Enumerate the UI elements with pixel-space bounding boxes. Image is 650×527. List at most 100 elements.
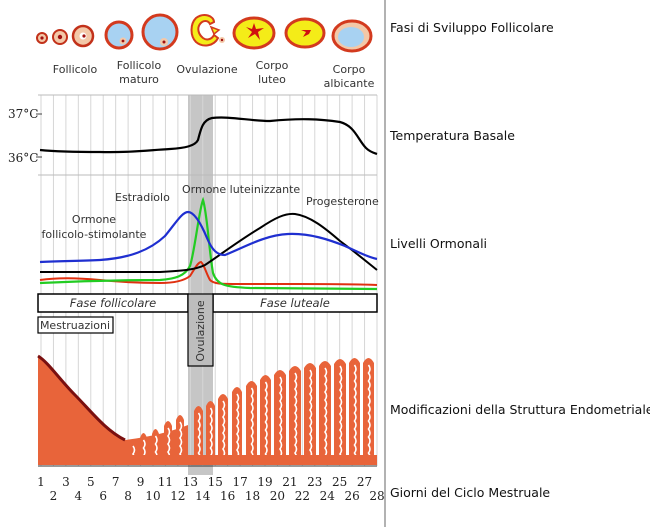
day-tick-7: 7 [112, 475, 120, 489]
gland-lumen-12 [279, 376, 283, 466]
follicle-icon-1 [36, 32, 48, 44]
day-tick-24: 24 [320, 489, 336, 503]
day-tick-3: 3 [62, 475, 70, 489]
stage-label-corpo-luteo-2: luteo [258, 73, 286, 86]
gland-lumen-5 [179, 421, 183, 463]
hormone-levels-title: Livelli Ormonali [390, 236, 487, 251]
day-tick-13: 13 [183, 475, 198, 489]
day-tick-10: 10 [145, 489, 160, 503]
gland-lumen-10 [250, 387, 254, 461]
fsh-label-line1: Ormone [72, 213, 116, 226]
stage-label-follicolo-maturo-1: Follicolo [117, 59, 162, 72]
luteal-phase-label: Fase luteale [260, 296, 330, 310]
day-tick-11: 11 [158, 475, 173, 489]
estradiol-label: Estradiolo [115, 191, 170, 204]
gland-lumen-9 [236, 393, 240, 459]
estradiol-curve [39, 210, 378, 264]
day-tick-22: 22 [295, 489, 310, 503]
fsh-label-line2: follicolo-stimolante [42, 228, 147, 241]
follicle-icon-2 [52, 29, 68, 45]
menstruation-label: Mestruazioni [40, 319, 110, 332]
day-tick-8: 8 [124, 489, 132, 503]
day-tick-14: 14 [195, 489, 211, 503]
gland-lumen-18 [367, 364, 371, 462]
endometrial-glands [130, 358, 374, 466]
stage-label-follicolo: Follicolo [53, 63, 98, 76]
day-tick-28: 28 [369, 489, 384, 503]
gland-14 [304, 363, 316, 462]
day-tick-17: 17 [232, 475, 247, 489]
stage-label-ovulazione: Ovulazione [176, 63, 237, 76]
gland-6 [194, 406, 203, 462]
gland-lumen-13 [294, 372, 298, 462]
lh-label: Ormone luteinizzante [182, 183, 300, 196]
follicular-phase-label: Fase follicolare [70, 296, 156, 310]
day-tick-5: 5 [87, 475, 95, 489]
ovulation-vertical-label: Ovulazione [194, 300, 207, 361]
stage-label-follicolo-maturo-2: maturo [119, 73, 159, 86]
gland-15 [319, 361, 331, 462]
temperature-tick-36: 36°C [8, 151, 38, 165]
day-tick-4: 4 [75, 489, 83, 503]
gland-lumen-14 [309, 369, 313, 459]
day-tick-18: 18 [245, 489, 260, 503]
day-tick-23: 23 [307, 475, 322, 489]
ovulation-box [187, 293, 214, 367]
stage-label-corpo-albicante-2: albicante [324, 77, 375, 90]
lh-curve [39, 196, 378, 291]
corpus-luteum-icon-2 [284, 17, 326, 49]
day-tick-20: 20 [270, 489, 285, 503]
endometrium-shed-edge [37, 354, 126, 442]
gland-17 [349, 358, 360, 462]
hormone-curves [39, 196, 378, 291]
follicular-stages-title: Fasi di Sviluppo Follicolare [390, 20, 554, 35]
day-tick-25: 25 [332, 475, 347, 489]
mature-follicle-icon-1 [104, 20, 134, 50]
gland-8 [218, 394, 228, 462]
day-tick-16: 16 [220, 489, 235, 503]
gland-lumen-4 [167, 427, 171, 461]
day-tick-15: 15 [208, 475, 223, 489]
gland-lumen-6 [197, 412, 201, 462]
stage-label-corpo-luteo-1: Corpo [256, 59, 289, 72]
gland-9 [232, 387, 242, 462]
follicle-icon-3 [71, 24, 95, 48]
day-tick-21: 21 [282, 475, 297, 489]
temperature-tick-37: 37°C [8, 107, 38, 121]
gland-11 [260, 375, 271, 462]
basal-temperature-title: Temperatura Basale [389, 128, 515, 143]
stage-label-corpo-albicante-1: Corpo [333, 63, 366, 76]
stage-labels: Follicolo Follicolo maturo Ovulazione Co… [53, 59, 375, 90]
gland-10 [246, 381, 257, 462]
day-tick-27: 27 [357, 475, 372, 489]
gland-lumen-11 [264, 381, 268, 463]
day-axis-ticks: 1234567891011121314151617181920212223242… [37, 475, 384, 503]
ovulation-icon [190, 14, 225, 47]
day-tick-9: 9 [137, 475, 145, 489]
gland-lumen-16 [339, 365, 343, 463]
progesterone-curve [40, 212, 378, 273]
mature-follicle-icon-2 [141, 13, 179, 51]
gland-18 [363, 358, 374, 462]
gland-lumen-8 [222, 400, 226, 466]
progesterone-label: Progesterone [306, 195, 379, 208]
basal-temperature-line [39, 116, 378, 156]
day-tick-6: 6 [99, 489, 107, 503]
endometrium-illustration [37, 354, 377, 466]
gland-16 [334, 359, 346, 462]
menstruation-box [37, 316, 114, 334]
cycle-days-title: Giorni del Ciclo Mestruale [390, 485, 550, 500]
day-tick-19: 19 [257, 475, 272, 489]
day-tick-1: 1 [37, 475, 45, 489]
follicle-stage-icons [36, 13, 373, 53]
endometrium-title: Modificazioni della Struttura Endometria… [390, 402, 650, 417]
endometrium-base [38, 356, 188, 465]
corpus-albicans-icon [331, 19, 373, 53]
gland-lumen-17 [353, 364, 357, 462]
day-tick-26: 26 [344, 489, 359, 503]
day-tick-12: 12 [170, 489, 185, 503]
day-tick-2: 2 [50, 489, 58, 503]
gland-lumen-15 [324, 367, 328, 465]
endometrium-floor [38, 455, 377, 465]
